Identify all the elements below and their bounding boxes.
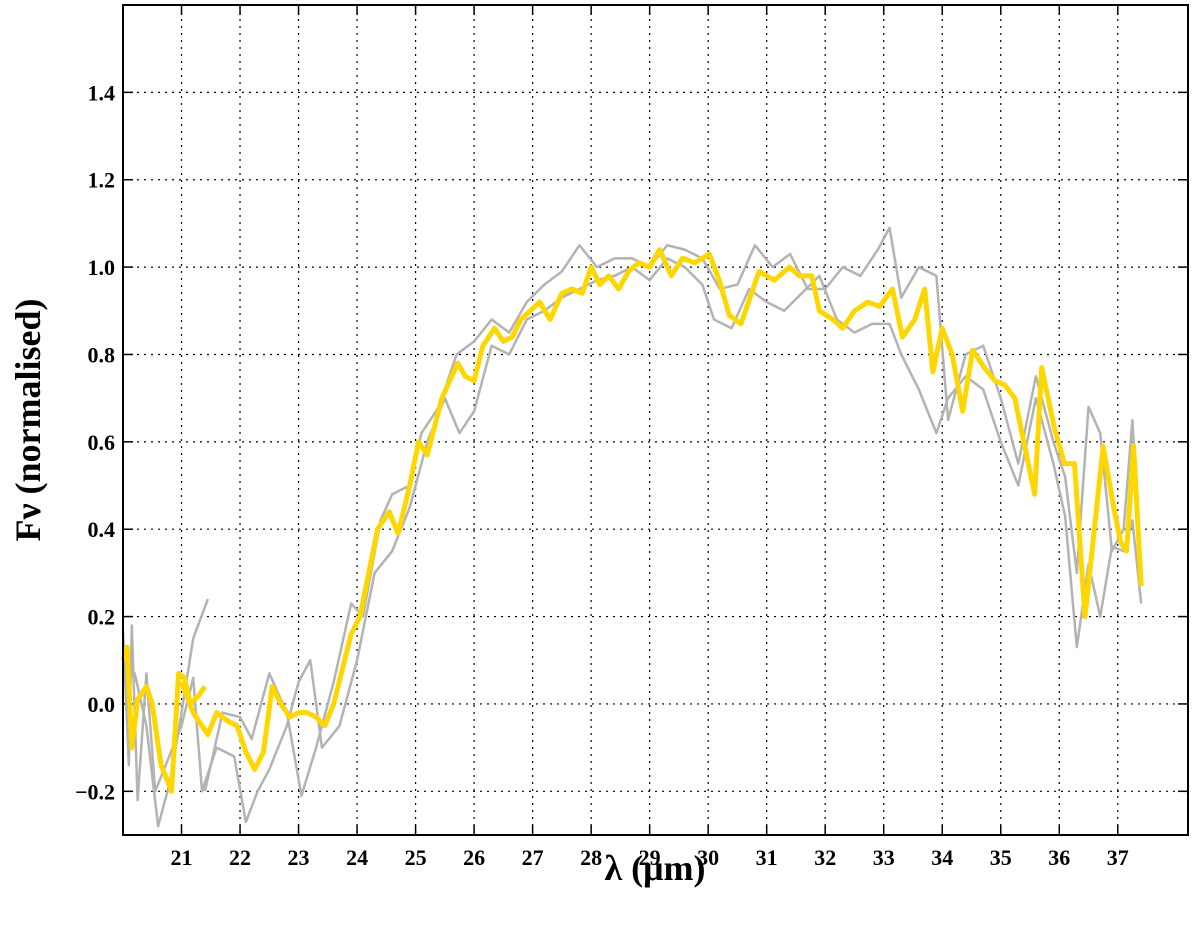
x-tick-label: 29: [639, 845, 661, 870]
x-tick-label: 32: [814, 845, 836, 870]
y-tick-label: 0.4: [88, 517, 116, 542]
x-tick-label: 33: [873, 845, 895, 870]
x-axis-label: λ (μm): [604, 848, 705, 888]
x-tick-label: 31: [756, 845, 778, 870]
x-tick-label: 26: [463, 845, 485, 870]
data-line: [122, 226, 1143, 828]
y-tick-label: 1.4: [88, 80, 116, 105]
y-axis-label: Fν (normalised): [8, 298, 48, 541]
x-tick-label: 37: [1107, 845, 1129, 870]
y-tick-label: 1.0: [88, 255, 116, 280]
data-line: [120, 247, 1144, 794]
y-tick-label: −0.2: [75, 779, 115, 804]
x-tick-label: 30: [697, 845, 719, 870]
y-tick-label: 1.2: [88, 168, 116, 193]
x-tick-label: 23: [288, 845, 310, 870]
x-tick-label: 35: [990, 845, 1012, 870]
y-tick-label: 0.0: [88, 692, 116, 717]
x-tick-label: 36: [1048, 845, 1070, 870]
x-tick-label: 25: [405, 845, 427, 870]
y-tick-label: 0.2: [88, 605, 116, 630]
y-tick-label: 0.8: [88, 342, 116, 367]
x-tick-label: 34: [931, 845, 953, 870]
plot-frame: [122, 4, 1189, 836]
x-tick-label: 24: [346, 845, 368, 870]
x-tick-label: 21: [171, 845, 193, 870]
x-tick-label: 27: [522, 845, 544, 870]
y-tick-label: 0.6: [88, 430, 116, 455]
x-tick-label: 22: [229, 845, 251, 870]
x-tick-label: 28: [580, 845, 602, 870]
data-line: [121, 257, 1143, 824]
